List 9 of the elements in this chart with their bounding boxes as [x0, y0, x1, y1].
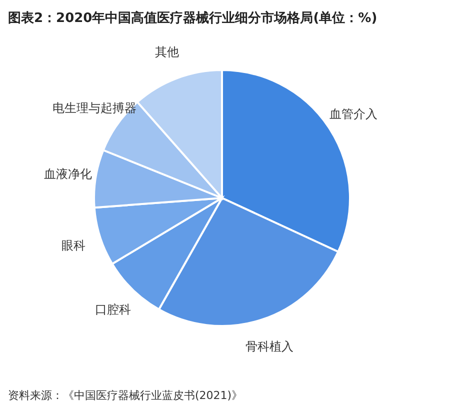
slice-label: 电生理与起搏器: [52, 100, 137, 115]
slice-label: 其他: [154, 45, 179, 60]
slice-label: 眼科: [61, 238, 86, 252]
slice-label: 血液净化: [44, 167, 92, 182]
slice-label: 骨科植入: [246, 340, 294, 354]
text: 资料来源：《中国医疗器械行业蓝皮书(2021)》: [8, 389, 243, 402]
slice-label: 口腔科: [95, 302, 132, 317]
slice-label: 血管介入: [329, 107, 378, 121]
chart-title: 图表2：2020年中国高值医疗器械行业细分市场格局(单位：%): [8, 10, 378, 26]
